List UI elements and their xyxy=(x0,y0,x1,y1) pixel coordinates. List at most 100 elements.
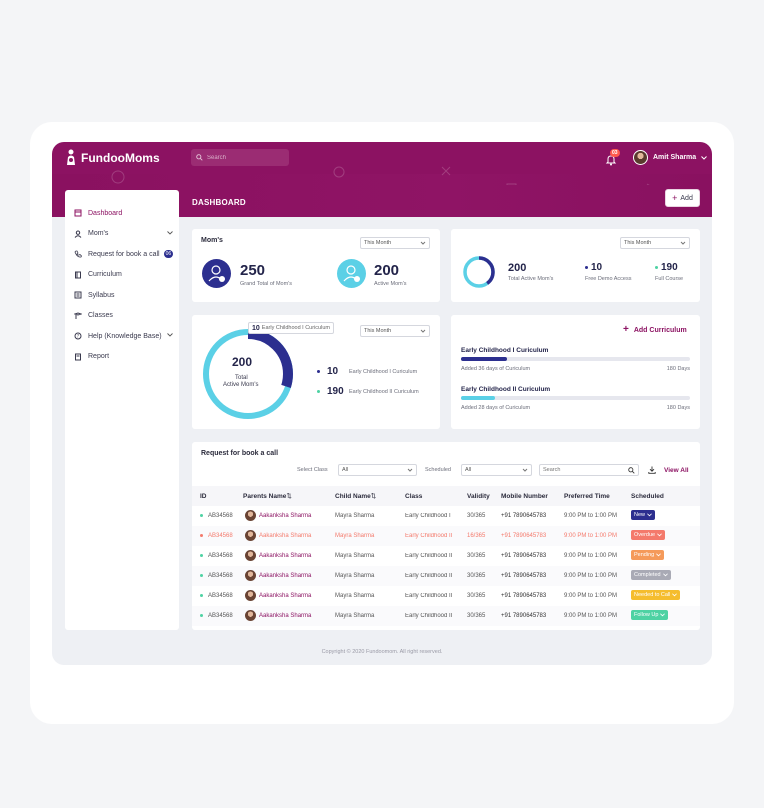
user-menu[interactable]: Amit Sharma xyxy=(633,150,708,165)
curriculum-2-track xyxy=(461,396,690,400)
status-badge-label: Needed to Call xyxy=(634,592,671,598)
cell-mobile: +91 7890645783 xyxy=(501,573,547,579)
download-icon[interactable] xyxy=(648,466,656,474)
grand-total-label: Grand Total of Mom's xyxy=(240,281,292,287)
cell-child: Mayra Sharma xyxy=(335,613,375,619)
cell-validity: 30/365 xyxy=(467,513,486,519)
search-icon xyxy=(196,154,203,161)
cell-mobile: +91 7890645783 xyxy=(501,593,547,599)
table-row[interactable]: AB34568 Aakanksha Sharma Mayra Sharma Early… xyxy=(192,586,700,606)
table-row[interactable]: AB34568 Aakanksha Sharma Mayra Sharma Early… xyxy=(192,526,700,546)
cell-parent: Aakanksha Sharma xyxy=(259,513,312,519)
table-header: ID Parents Name ⇅ Child Name ⇅ Class Validit… xyxy=(192,486,700,506)
status-badge[interactable]: Needed to Call xyxy=(631,590,681,600)
sidebar-item-request-for-book-a-call[interactable]: Request for book a call 06 xyxy=(65,244,179,265)
curriculum-2-note: Added 28 days of Curiculum xyxy=(461,405,531,411)
add-curriculum-label: Add Curriculum xyxy=(633,326,687,334)
cell-id: AB34568 xyxy=(208,613,233,619)
chevron-down-icon xyxy=(680,241,686,245)
chevron-down-icon xyxy=(420,329,426,333)
status-badge[interactable]: Completed xyxy=(631,570,671,580)
status-dot xyxy=(200,534,203,537)
table-row[interactable]: AB34568 Aakanksha Sharma Mayra Sharma Early… xyxy=(192,546,700,566)
full-course-label: Full Course xyxy=(655,276,684,282)
sidebar-item-label: Report xyxy=(88,353,110,361)
table-search-box[interactable] xyxy=(539,464,639,476)
chevron-down-icon xyxy=(407,468,413,472)
scheduled-dropdown[interactable]: All xyxy=(461,464,532,476)
curriculum-card: + Add Curriculum Early Childhood I Curic… xyxy=(451,315,700,429)
table-row[interactable]: AB34568 Aakanksha Sharma Mayra Sharma Early… xyxy=(192,566,700,586)
chevron-down-icon xyxy=(701,155,708,160)
table-row[interactable]: AB34568 Aakanksha Sharma Mayra Sharma Early… xyxy=(192,606,700,626)
column-header[interactable]: Child Name ⇅ xyxy=(335,486,376,506)
scheduled-value: All xyxy=(465,467,472,473)
summary-filter-select[interactable]: This Month xyxy=(620,237,690,249)
avatar xyxy=(245,550,256,561)
select-class-value: All xyxy=(342,467,349,473)
legend-2-value: 190 xyxy=(327,386,344,397)
column-header[interactable]: Parents Name ⇅ xyxy=(243,486,292,506)
donut-center-label-1: Total xyxy=(235,375,248,381)
view-all-link[interactable]: View All xyxy=(664,467,689,474)
sidebar-item-dashboard[interactable]: Dashboard xyxy=(65,203,179,224)
sidebar-item-label: Mom's xyxy=(88,230,109,238)
legend-dot xyxy=(317,370,320,373)
donut-filter-select[interactable]: This Month xyxy=(360,325,430,337)
legend-2-label: Early Childhood II Curiculum xyxy=(349,388,419,395)
search-box[interactable] xyxy=(191,149,289,166)
free-demo-value: 10 xyxy=(585,262,602,273)
decorative-pattern-icon xyxy=(111,166,650,185)
select-class-dropdown[interactable]: All xyxy=(338,464,417,476)
cell-mobile: +91 7890645783 xyxy=(501,533,547,539)
status-badge-label: Overdue xyxy=(634,532,656,538)
chevron-down-icon xyxy=(660,613,666,617)
avatar xyxy=(245,610,256,621)
summary-ring xyxy=(463,256,495,288)
status-badge-label: Pending xyxy=(634,552,655,558)
status-badge[interactable]: Follow Up xyxy=(631,610,669,620)
add-button[interactable]: + Add xyxy=(665,189,700,207)
status-badge[interactable]: Pending xyxy=(631,550,665,560)
total-active-value: 200 xyxy=(508,262,527,274)
user-icon xyxy=(74,230,82,238)
sidebar-item-syllabus[interactable]: Syllabus xyxy=(65,285,179,306)
column-header: Mobile Number xyxy=(501,486,548,506)
cell-validity: 30/365 xyxy=(467,553,486,559)
top-bar: FundooMoms 03 Amit Sharma xyxy=(52,142,712,174)
curriculum-2-title: Early Childhood II Curiculum xyxy=(461,386,551,393)
search-input[interactable] xyxy=(207,154,287,161)
cell-time: 9:00 PM to 1:00 PM xyxy=(564,593,618,599)
moms-filter-select[interactable]: This Month xyxy=(360,237,430,249)
donut-legend-2: 190 Early Childhood II Curiculum xyxy=(317,386,419,397)
column-header-label: Preferred Time xyxy=(564,492,610,500)
add-curriculum-button[interactable]: + Add Curriculum xyxy=(623,325,687,335)
sidebar-item-mom-s[interactable]: Mom's xyxy=(65,224,179,245)
sidebar-item-report[interactable]: Report xyxy=(65,347,179,368)
status-badge[interactable]: New xyxy=(631,510,656,520)
cell-class: Early Childhood II xyxy=(405,533,453,539)
sidebar-item-classes[interactable]: Classes xyxy=(65,306,179,327)
status-badge[interactable]: Overdue xyxy=(631,530,666,540)
plus-icon: + xyxy=(672,192,678,203)
table-body: AB34568 Aakanksha Sharma Mayra Sharma Early… xyxy=(192,506,700,630)
chevron-down-icon xyxy=(647,513,652,517)
phone-icon xyxy=(74,250,82,258)
sidebar-item-help-knowledge-base[interactable]: ? Help (Knowledge Base) xyxy=(65,326,179,347)
avatar xyxy=(245,570,256,581)
sidebar-item-curriculum[interactable]: Curriculum xyxy=(65,265,179,286)
logo[interactable]: FundooMoms xyxy=(65,149,160,166)
classes-icon xyxy=(74,312,82,319)
cell-id: AB34568 xyxy=(208,513,233,519)
chevron-down-icon xyxy=(672,593,678,597)
summary-card: This Month 200 Total Active Mom's 10 Fre… xyxy=(451,229,700,302)
cell-class: Early Childhood II xyxy=(405,613,453,619)
legend-dot xyxy=(585,265,588,269)
donut-card: 200 Total Active Mom's 10 Early Childhoo… xyxy=(192,315,440,429)
chevron-down-icon xyxy=(167,333,173,337)
avatar xyxy=(633,150,648,165)
table-search-input[interactable] xyxy=(543,467,623,473)
table-row[interactable]: AB34568 Aakanksha Sharma Mayra Sharma Early… xyxy=(192,506,700,526)
chevron-down-icon xyxy=(420,241,426,245)
cell-time: 9:00 PM to 1:00 PM xyxy=(564,613,618,619)
